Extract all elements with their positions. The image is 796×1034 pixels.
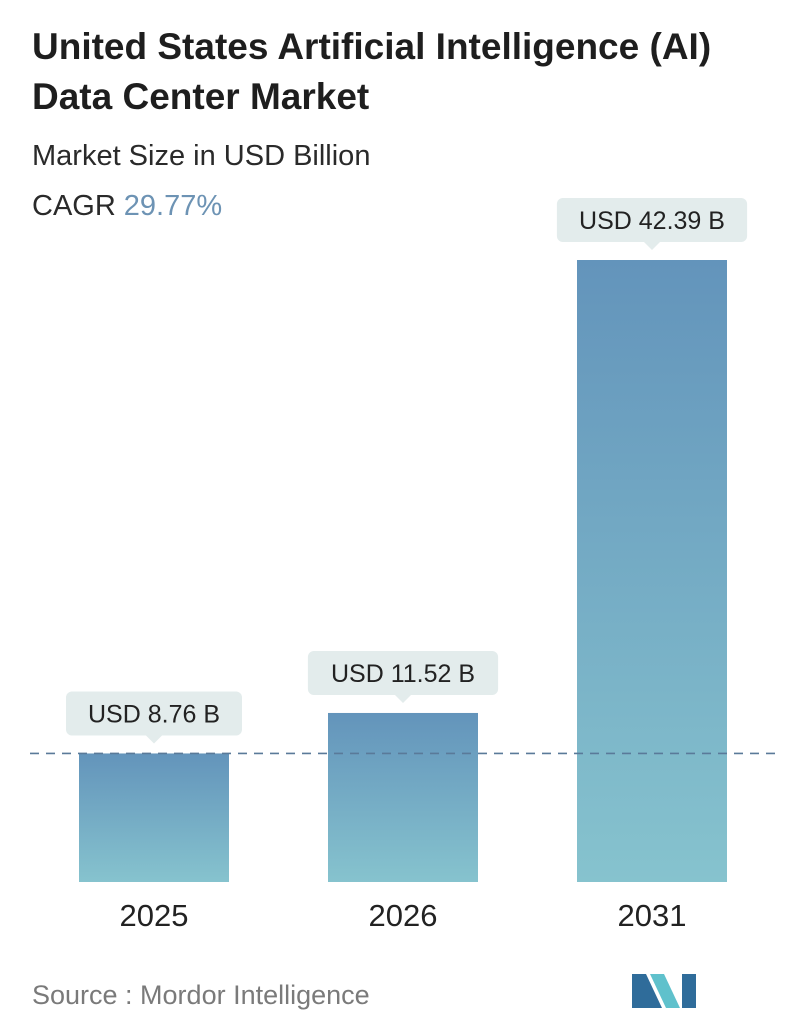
x-tick-2031: 2031 <box>618 898 687 933</box>
svg-text:USD 42.39 B: USD 42.39 B <box>579 207 725 235</box>
data-label-2025: USD 8.76 B <box>66 691 242 744</box>
cagr-line: CAGR 29.77% <box>32 190 222 223</box>
bar-2026 <box>328 712 478 882</box>
svg-text:USD 8.76 B: USD 8.76 B <box>88 700 220 728</box>
bar-2025 <box>79 753 229 882</box>
data-label-2031: USD 42.39 B <box>556 198 748 250</box>
mordor-intelligence-logo <box>632 974 696 1008</box>
chart-title: United States Artificial Intelligence (A… <box>32 26 712 117</box>
svg-text:USD 11.52 B: USD 11.52 B <box>331 660 475 688</box>
source-text: Source : Mordor Intelligence <box>32 980 370 1010</box>
cagr-value: 29.77% <box>123 190 223 222</box>
cagr-label: CAGR <box>32 190 116 222</box>
x-tick-2026: 2026 <box>369 898 438 933</box>
x-tick-2025: 2025 <box>120 898 189 933</box>
bar-2031 <box>577 260 727 882</box>
chart-subtitle: Market Size in USD Billion <box>32 140 371 172</box>
bar-chart: USD 8.76 B 2025 USD 11.52 B 2026 USD 42.39 B… <box>30 198 780 933</box>
data-label-2026: USD 11.52 B <box>307 650 499 703</box>
